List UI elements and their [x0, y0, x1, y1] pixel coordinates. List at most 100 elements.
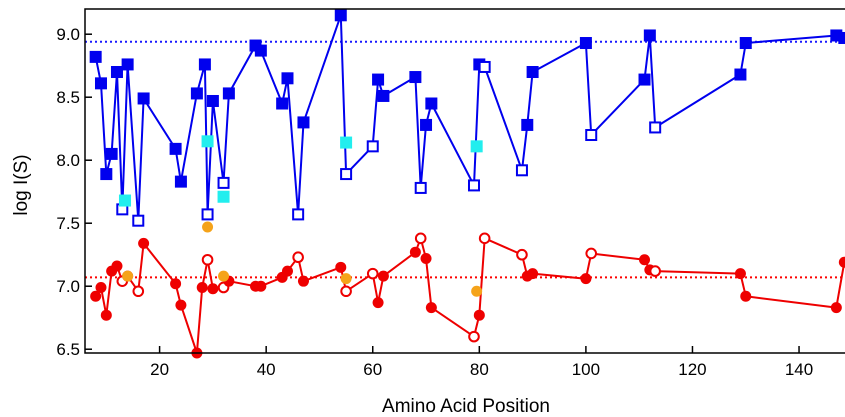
- data-point: [201, 253, 214, 266]
- data-point: [515, 164, 528, 177]
- data-point: [409, 246, 421, 258]
- data-point: [526, 66, 539, 79]
- data-point: [121, 58, 134, 71]
- data-point: [734, 268, 746, 280]
- data-point: [414, 232, 427, 245]
- data-point: [638, 73, 651, 86]
- data-point: [340, 285, 352, 298]
- data-point: [132, 285, 145, 298]
- data-point: [414, 181, 427, 194]
- data-point: [468, 330, 480, 343]
- data-point: [90, 290, 102, 302]
- data-point: [207, 283, 219, 295]
- data-point: [838, 256, 845, 268]
- data-point: [201, 135, 214, 148]
- data-point: [202, 221, 214, 233]
- data-point: [110, 66, 123, 79]
- y-axis-title: log I(S): [11, 154, 32, 215]
- series-2: [90, 232, 845, 359]
- data-point: [254, 44, 267, 57]
- data-point: [222, 87, 235, 100]
- data-point: [334, 9, 347, 22]
- data-point: [292, 208, 305, 221]
- data-point: [521, 118, 534, 131]
- data-point: [100, 309, 112, 321]
- data-point: [649, 265, 661, 277]
- x-tick-label: 40: [257, 360, 276, 379]
- data-point: [255, 280, 267, 292]
- data-point: [95, 281, 107, 293]
- data-point: [420, 252, 432, 264]
- data-point: [122, 270, 134, 282]
- x-tick-label: 60: [363, 360, 382, 379]
- data-point: [174, 175, 187, 188]
- data-point: [739, 37, 752, 50]
- data-point: [175, 299, 187, 311]
- data-point: [118, 194, 131, 207]
- data-point: [579, 37, 592, 50]
- data-point: [366, 140, 379, 153]
- data-point: [585, 247, 598, 260]
- data-point: [297, 275, 309, 287]
- data-point: [643, 29, 656, 42]
- data-point: [372, 297, 384, 309]
- data-point: [377, 89, 390, 102]
- data-point: [649, 121, 662, 134]
- data-point: [132, 214, 145, 227]
- x-tick-label: 80: [470, 360, 489, 379]
- data-point: [198, 58, 211, 71]
- x-tick-label: 20: [150, 360, 169, 379]
- data-point: [281, 265, 293, 277]
- y-tick-label: 8.5: [56, 88, 80, 107]
- data-point: [527, 268, 539, 280]
- data-point: [138, 237, 150, 249]
- data-point: [425, 302, 437, 314]
- data-point: [297, 116, 310, 129]
- series-3: [122, 221, 483, 297]
- data-point: [377, 270, 389, 282]
- y-tick-label: 8.0: [56, 151, 80, 170]
- data-point: [276, 97, 289, 110]
- data-point: [281, 72, 294, 85]
- x-axis-title: Amino Acid Position: [382, 396, 550, 417]
- data-point: [478, 232, 491, 245]
- data-point: [94, 77, 107, 90]
- y-tick-label: 6.5: [56, 340, 80, 359]
- data-point: [473, 309, 485, 321]
- data-point: [734, 68, 747, 81]
- data-point: [292, 251, 304, 264]
- x-tick-label: 100: [572, 360, 600, 379]
- data-point: [217, 176, 230, 189]
- y-tick-label: 7.0: [56, 277, 80, 296]
- data-point: [190, 87, 203, 100]
- data-point: [366, 267, 379, 280]
- y-axis: 6.5 7.0 7.5 8.0 8.5 9.0: [56, 25, 92, 359]
- data-point: [170, 278, 182, 290]
- data-point: [740, 290, 752, 302]
- x-tick-label: 140: [785, 360, 813, 379]
- data-point: [137, 92, 150, 105]
- data-point: [471, 285, 483, 297]
- data-point: [111, 260, 123, 272]
- data-point: [425, 97, 438, 110]
- data-point: [639, 254, 651, 266]
- data-point: [838, 31, 845, 44]
- data-point: [420, 118, 433, 131]
- data-point: [206, 94, 219, 107]
- data-point: [340, 136, 353, 149]
- data-point: [470, 140, 483, 153]
- reference-lines: [85, 40, 845, 279]
- data-point: [100, 168, 113, 181]
- x-tick-label: 120: [678, 360, 706, 379]
- plot-frame: [84, 8, 845, 354]
- data-point: [372, 73, 385, 86]
- data-point: [516, 248, 528, 261]
- data-point: [830, 302, 842, 314]
- series-1: [118, 135, 483, 207]
- y-tick-label: 7.5: [56, 214, 80, 233]
- y-tick-label: 9.0: [56, 25, 80, 44]
- data-point: [467, 179, 480, 192]
- series-layer: [89, 9, 845, 359]
- data-point: [105, 147, 118, 160]
